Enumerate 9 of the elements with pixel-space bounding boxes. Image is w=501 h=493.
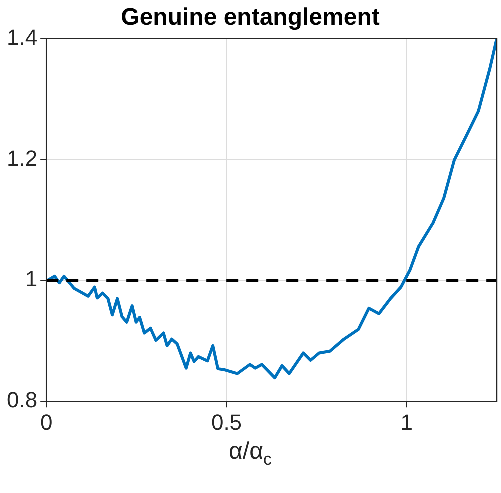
x-tick-label: 0 [40,410,53,435]
x-tick-label: 0.5 [211,410,242,435]
y-tick-label: 0.8 [6,388,38,413]
y-tick-label: 1 [25,266,38,292]
y-tick-label: 1.2 [6,146,38,171]
chart-title: Genuine entanglement [121,4,380,32]
y-tick-label: 1.4 [6,24,38,50]
x-tick-label: 1 [400,410,414,435]
x-axis-title: α/α$_{c}$ [228,438,273,470]
